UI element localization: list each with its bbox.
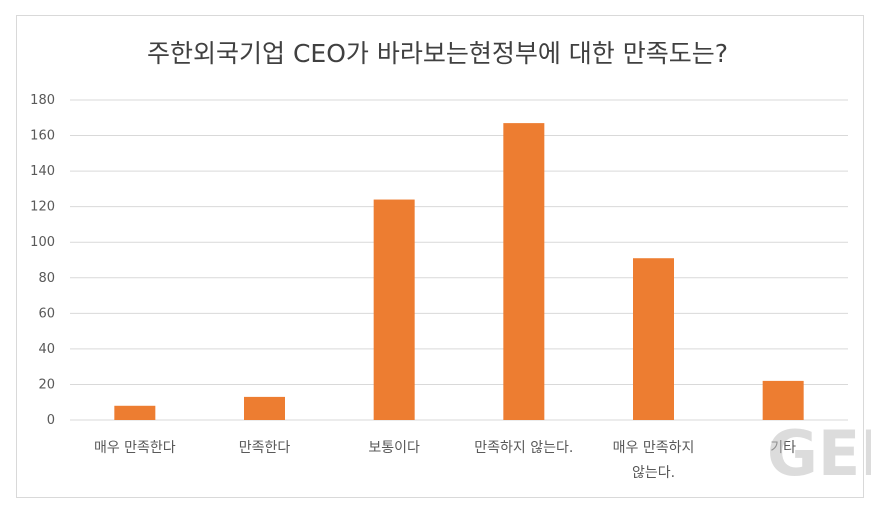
x-category-label: 않는다. xyxy=(632,465,675,481)
x-category-label: 만족하지 않는다. xyxy=(474,440,573,456)
y-tick-label: 20 xyxy=(38,377,55,392)
grid-lines xyxy=(70,99,848,421)
chart-frame xyxy=(16,15,864,498)
bars xyxy=(114,123,804,420)
y-tick-label: 40 xyxy=(38,342,55,357)
y-tick-label: 100 xyxy=(30,235,55,250)
x-category-label: 만족한다 xyxy=(239,440,291,456)
x-category-label: 기타 xyxy=(770,440,796,456)
x-category-label: 보통이다 xyxy=(368,440,420,456)
bar xyxy=(114,405,156,420)
y-tick-label: 60 xyxy=(38,306,55,321)
y-axis-ticks: 0 20 40 60 80 100 120 140 160 180 xyxy=(30,93,55,428)
bar xyxy=(503,123,545,420)
bar xyxy=(762,380,804,420)
y-tick-label: 180 xyxy=(30,93,55,108)
bar xyxy=(373,199,415,420)
y-tick-label: 140 xyxy=(30,164,55,179)
watermark-text: GEN xyxy=(767,417,871,490)
y-tick-label: 160 xyxy=(30,129,55,144)
y-tick-label: 0 xyxy=(47,413,55,428)
y-tick-label: 120 xyxy=(30,200,55,215)
chart-title: 주한외국기업 CEO가 바라보는현정부에 대한 만족도는? xyxy=(147,39,728,68)
y-tick-label: 80 xyxy=(38,271,55,286)
bar xyxy=(244,396,285,420)
bar xyxy=(633,258,674,420)
x-category-label: 매우 만족하지 xyxy=(613,440,695,456)
gen-watermark-logo: GEN xyxy=(767,417,871,490)
x-category-label: 매우 만족한다 xyxy=(94,440,176,456)
